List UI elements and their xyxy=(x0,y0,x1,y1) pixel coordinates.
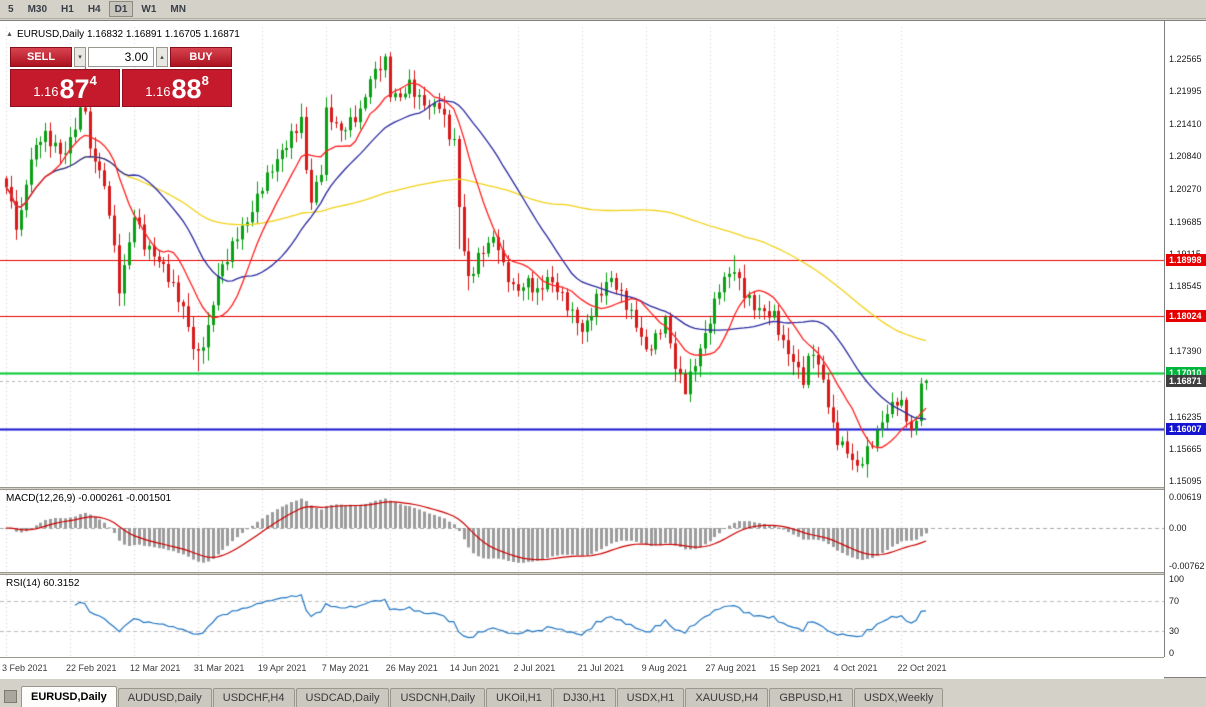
date-axis-label: 2 Jul 2021 xyxy=(513,663,556,673)
buy-price-pip-digit: 8 xyxy=(201,73,209,88)
price-axis-label: 1.21995 xyxy=(1169,86,1202,97)
pane-splitter[interactable] xyxy=(0,572,1164,575)
chart-tab-dj30-h1[interactable]: DJ30,H1 xyxy=(552,688,616,707)
chart-tab-gbpusd-h1[interactable]: GBPUSD,H1 xyxy=(769,688,853,707)
chart-tab-usdcnh-daily[interactable]: USDCNH,Daily xyxy=(390,688,486,707)
chart-tab-ukoil-h1[interactable]: UKOil,H1 xyxy=(486,688,552,707)
one-click-trade-panel: SELL ▾ ▴ BUY 1.16 87 4 1.16 88 8 xyxy=(10,47,232,107)
macd-axis-label: 0.00619 xyxy=(1169,492,1202,502)
chart-title: ▲ EURUSD,Daily 1.16832 1.16891 1.16705 1… xyxy=(6,29,240,40)
trade-panel-controls: SELL ▾ ▴ BUY xyxy=(10,47,232,67)
price-axis-label: 1.17390 xyxy=(1169,346,1202,357)
price-level-tag: 1.18024 xyxy=(1166,309,1206,322)
price-level-tag: 1.18998 xyxy=(1166,254,1206,267)
chart-tab-eurusd-daily[interactable]: EURUSD,Daily xyxy=(21,686,117,707)
buy-price-big-digits: 88 xyxy=(171,74,202,105)
chart-tab-xauusd-h4[interactable]: XAUUSD,H4 xyxy=(685,688,769,707)
price-axis[interactable]: 1.22565 1.21995 1.21410 1.20840 1.20270 1.196… xyxy=(1164,21,1206,658)
rsi-pane-title: RSI(14) 60.3152 xyxy=(6,578,80,589)
rsi-indicator-canvas[interactable] xyxy=(0,575,1164,657)
chart-tab-usdx-weekly[interactable]: USDX,Weekly xyxy=(853,688,944,707)
price-level-tag: 1.16007 xyxy=(1166,423,1206,436)
sell-price-display[interactable]: 1.16 87 4 xyxy=(10,69,120,107)
date-axis-label: 9 Aug 2021 xyxy=(641,663,688,673)
charts-list-button[interactable] xyxy=(4,690,17,703)
rsi-axis-label: 70 xyxy=(1169,596,1180,607)
volume-input[interactable] xyxy=(88,47,154,67)
chart-tab-usdchf-h4[interactable]: USDCHF,H4 xyxy=(212,688,295,707)
price-axis-label: 1.19115 xyxy=(1169,249,1201,259)
macd-axis-label: -0.00762 xyxy=(1169,561,1205,571)
date-axis-label: 19 Apr 2021 xyxy=(257,663,307,673)
chart-tab-usdcad-daily[interactable]: USDCAD,Daily xyxy=(295,688,390,707)
price-axis-label: 1.19685 xyxy=(1169,216,1202,227)
sell-price-big-digits: 87 xyxy=(59,74,90,105)
price-level-tag: 1.16871 xyxy=(1166,374,1206,387)
volume-decrease-button[interactable]: ▾ xyxy=(74,47,86,67)
timeframe-toolbar: 5 M30 H1 H4 D1 W1 MN xyxy=(0,0,1206,19)
date-axis-label: 22 Feb 2021 xyxy=(65,663,117,673)
macd-axis-label: 0.00 xyxy=(1169,523,1187,533)
price-axis-label: 1.20840 xyxy=(1169,151,1202,162)
timeframe-button-m30[interactable]: M30 xyxy=(22,1,53,17)
sell-button[interactable]: SELL xyxy=(10,47,72,67)
timeframe-button-h4[interactable]: H4 xyxy=(82,1,107,17)
timeframe-button-d1[interactable]: D1 xyxy=(108,1,134,17)
trade-panel-prices: 1.16 87 4 1.16 88 8 xyxy=(10,69,232,107)
macd-pane-title: MACD(12,26,9) -0.000261 -0.001501 xyxy=(6,493,172,504)
chart-title-text: EURUSD,Daily 1.16832 1.16891 1.16705 1.1… xyxy=(16,29,240,40)
date-axis-label: 26 May 2021 xyxy=(385,663,438,673)
timeframe-button-5[interactable]: 5 xyxy=(2,1,20,17)
date-axis-label: 21 Jul 2021 xyxy=(577,663,625,673)
price-axis-label: 1.15095 xyxy=(1169,475,1202,486)
symbol-marker-icon: ▲ xyxy=(6,31,13,38)
price-axis-label: 1.18545 xyxy=(1169,281,1202,292)
timeframe-button-w1[interactable]: W1 xyxy=(135,1,162,17)
date-axis-label: 12 Mar 2021 xyxy=(129,663,181,673)
price-axis-label: 1.22565 xyxy=(1169,54,1202,64)
rsi-axis-label: 30 xyxy=(1169,625,1180,636)
chart-tab-audusd-daily[interactable]: AUDUSD,Daily xyxy=(117,688,212,707)
sell-price-pip-digit: 4 xyxy=(89,73,97,88)
volume-increase-button[interactable]: ▴ xyxy=(156,47,168,67)
date-axis-label: 27 Aug 2021 xyxy=(705,663,757,673)
date-axis-label: 15 Sep 2021 xyxy=(769,663,821,673)
price-axis-label: 1.20270 xyxy=(1169,183,1202,194)
chart-window: ▲ EURUSD,Daily 1.16832 1.16891 1.16705 1… xyxy=(0,20,1206,679)
buy-button[interactable]: BUY xyxy=(170,47,232,67)
timeframe-button-mn[interactable]: MN xyxy=(164,1,192,17)
date-axis-label: 22 Oct 2021 xyxy=(897,663,947,673)
pane-splitter[interactable] xyxy=(0,487,1164,490)
chart-tab-usdx-h1[interactable]: USDX,H1 xyxy=(616,688,685,707)
price-axis-label: 1.15665 xyxy=(1169,443,1202,454)
sell-price-prefix: 1.16 xyxy=(33,84,59,99)
macd-indicator-canvas[interactable] xyxy=(0,490,1164,572)
date-axis-label: 14 Jun 2021 xyxy=(449,663,500,673)
rsi-axis-label: 0 xyxy=(1169,648,1175,658)
date-axis-label: 4 Oct 2021 xyxy=(833,663,878,673)
buy-price-display[interactable]: 1.16 88 8 xyxy=(122,69,232,107)
price-axis-label: 1.16235 xyxy=(1169,411,1202,422)
date-axis-label: 7 May 2021 xyxy=(321,663,369,673)
timeframe-button-h1[interactable]: H1 xyxy=(55,1,80,17)
rsi-axis-label: 100 xyxy=(1169,574,1185,584)
price-axis-label: 1.21410 xyxy=(1169,119,1202,130)
date-axis-label: 3 Feb 2021 xyxy=(2,663,48,673)
chart-tabbar: EURUSD,Daily AUDUSD,Daily USDCHF,H4 USDCAD,… xyxy=(0,682,1206,707)
date-axis-label: 31 Mar 2021 xyxy=(193,663,245,673)
buy-price-prefix: 1.16 xyxy=(145,84,171,99)
date-axis[interactable]: 3 Feb 2021 22 Feb 2021 12 Mar 2021 31 Mar 2… xyxy=(0,657,1164,679)
